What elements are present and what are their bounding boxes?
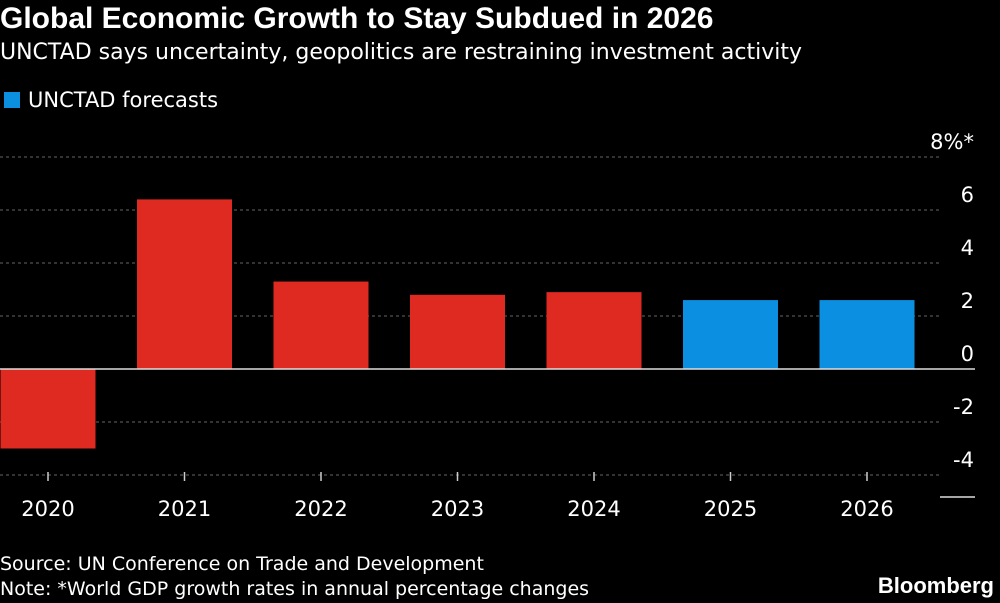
- bar-2024: [546, 292, 642, 369]
- xtick-label-2024: 2024: [567, 497, 620, 521]
- bloomberg-logo: Bloomberg: [877, 573, 994, 598]
- xtick-label-2022: 2022: [294, 497, 347, 521]
- xtick-label-2026: 2026: [840, 497, 893, 521]
- xtick-label-2023: 2023: [431, 497, 484, 521]
- source-note: Source: UN Conference on Trade and Devel…: [0, 553, 484, 575]
- legend: UNCTAD forecasts: [4, 88, 218, 112]
- bar-2022: [273, 281, 369, 369]
- ytick-label-0: -4: [953, 448, 974, 472]
- ytick-label-5: 6: [961, 183, 974, 207]
- xtick-label-2021: 2021: [158, 497, 211, 521]
- bar-2021: [137, 199, 232, 369]
- legend-swatch-forecast: [4, 92, 20, 108]
- ytick-label-4: 4: [961, 236, 974, 260]
- footnote: Note: *World GDP growth rates in annual …: [0, 578, 590, 600]
- bar-2020: [0, 369, 96, 449]
- legend-label-forecast: UNCTAD forecasts: [28, 88, 219, 112]
- ytick-label-2: 0: [961, 342, 974, 366]
- chart-title: Global Economic Growth to Stay Subdued i…: [0, 2, 714, 35]
- ytick-label-1: -2: [953, 395, 974, 419]
- ytick-label-3: 2: [961, 289, 974, 313]
- xtick-label-2020: 2020: [21, 497, 74, 521]
- bar-2023: [410, 294, 505, 369]
- xtick-label-2025: 2025: [704, 497, 757, 521]
- bar-2025: [683, 300, 778, 369]
- chart-subtitle: UNCTAD says uncertainty, geopolitics are…: [0, 40, 802, 65]
- bar-2026: [819, 300, 915, 369]
- ytick-label-6: 8%*: [930, 130, 974, 154]
